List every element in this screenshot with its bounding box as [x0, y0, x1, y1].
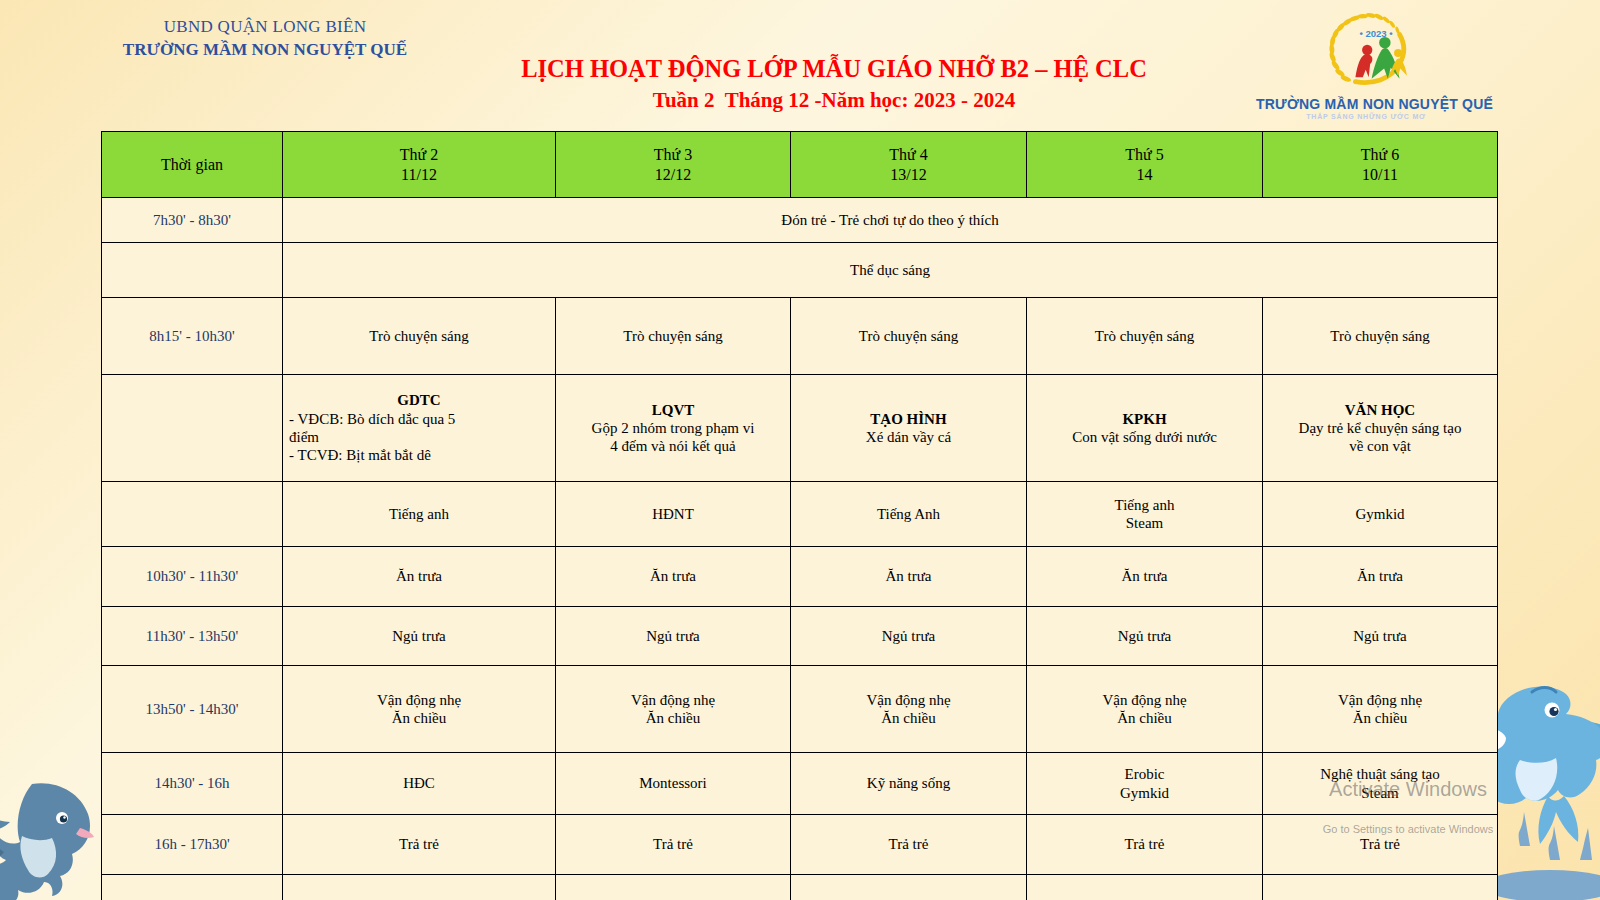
- svg-text:• 2023 •: • 2023 •: [1359, 28, 1393, 39]
